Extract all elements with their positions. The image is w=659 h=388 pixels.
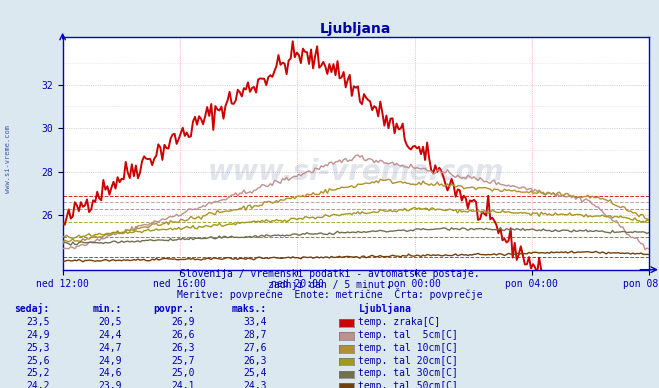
Text: www.si-vreme.com: www.si-vreme.com xyxy=(5,125,11,193)
Text: temp. tal  5cm[C]: temp. tal 5cm[C] xyxy=(358,330,458,340)
Text: maks.:: maks.: xyxy=(232,304,267,314)
Text: 23,9: 23,9 xyxy=(98,381,122,388)
Text: povpr.:: povpr.: xyxy=(154,304,194,314)
Text: www.si-vreme.com: www.si-vreme.com xyxy=(208,158,504,186)
Text: 27,6: 27,6 xyxy=(243,343,267,353)
Text: Slovenija / vremenski podatki - avtomatske postaje.: Slovenija / vremenski podatki - avtomats… xyxy=(180,269,479,279)
Text: temp. tal 20cm[C]: temp. tal 20cm[C] xyxy=(358,355,458,365)
Text: 24,7: 24,7 xyxy=(98,343,122,353)
Text: 26,9: 26,9 xyxy=(171,317,194,327)
Text: temp. tal 50cm[C]: temp. tal 50cm[C] xyxy=(358,381,458,388)
Text: 20,5: 20,5 xyxy=(98,317,122,327)
Text: zadnji dan / 5 minut.: zadnji dan / 5 minut. xyxy=(268,280,391,290)
Text: 26,3: 26,3 xyxy=(243,355,267,365)
Text: sedaj:: sedaj: xyxy=(14,303,49,314)
Text: 23,5: 23,5 xyxy=(26,317,49,327)
Text: 25,3: 25,3 xyxy=(26,343,49,353)
Text: 25,4: 25,4 xyxy=(243,368,267,378)
Text: 28,7: 28,7 xyxy=(243,330,267,340)
Text: 26,6: 26,6 xyxy=(171,330,194,340)
Text: 24,3: 24,3 xyxy=(243,381,267,388)
Text: 24,2: 24,2 xyxy=(26,381,49,388)
Text: 24,1: 24,1 xyxy=(171,381,194,388)
Text: temp. tal 10cm[C]: temp. tal 10cm[C] xyxy=(358,343,458,353)
Text: 24,4: 24,4 xyxy=(98,330,122,340)
Text: temp. tal 30cm[C]: temp. tal 30cm[C] xyxy=(358,368,458,378)
Text: temp. zraka[C]: temp. zraka[C] xyxy=(358,317,440,327)
Title: Ljubljana: Ljubljana xyxy=(320,22,391,36)
Text: 33,4: 33,4 xyxy=(243,317,267,327)
Text: 24,6: 24,6 xyxy=(98,368,122,378)
Text: 25,6: 25,6 xyxy=(26,355,49,365)
Text: 25,2: 25,2 xyxy=(26,368,49,378)
Text: 25,0: 25,0 xyxy=(171,368,194,378)
Text: 26,3: 26,3 xyxy=(171,343,194,353)
Text: Ljubljana: Ljubljana xyxy=(359,303,412,314)
Text: 24,9: 24,9 xyxy=(98,355,122,365)
Text: 25,7: 25,7 xyxy=(171,355,194,365)
Text: min.:: min.: xyxy=(92,304,122,314)
Text: 24,9: 24,9 xyxy=(26,330,49,340)
Text: Meritve: povprečne  Enote: metrične  Črta: povprečje: Meritve: povprečne Enote: metrične Črta:… xyxy=(177,288,482,300)
